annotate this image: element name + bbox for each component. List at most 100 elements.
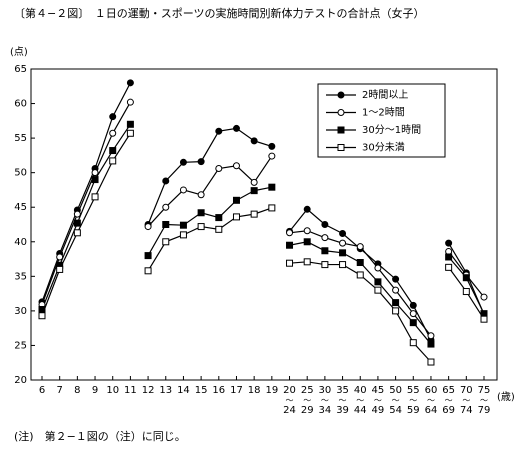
point [337,126,345,134]
y-tick-label: 25 [14,340,27,351]
x-tick-label: 17 [230,385,243,396]
point [162,203,170,211]
point [162,238,170,246]
y-tick-label: 30 [14,306,27,317]
chart-title: 〔第４−２図〕 １日の運動・スポーツの実施時間別新体力テストの合計点（女子） [14,6,425,20]
point [462,274,470,282]
x-tick-label: 60 〜 64 [425,385,438,416]
point [462,288,470,296]
point [144,252,152,260]
point [303,227,311,235]
point [337,144,345,151]
point [337,91,345,99]
point [232,162,240,170]
point [286,229,294,237]
point [427,340,435,348]
y-tick-label: 35 [14,271,27,282]
y-tick-label: 45 [14,202,27,213]
x-tick-label: 35 〜 39 [336,385,349,416]
x-tick-label: 13 [159,385,172,396]
x-tick-label: 75 〜 79 [478,385,491,416]
point [356,271,364,279]
x-tick-label: 50 〜 54 [389,385,402,416]
point [126,120,134,128]
legend-label: 1〜2時間 [362,107,405,119]
point [392,307,400,315]
point [215,127,223,135]
point [409,310,417,318]
point [339,261,347,269]
point [126,129,134,137]
series-line [41,123,485,345]
point [250,137,258,145]
point [339,239,347,247]
point [392,286,400,294]
point [232,196,240,204]
x-tick-label: 20 〜 24 [283,385,296,416]
point [392,275,400,283]
point [179,231,187,239]
point [215,214,223,222]
y-tick-label: 50 [14,168,27,179]
point [303,258,311,266]
x-tick-label: 11 [124,385,137,396]
point [427,332,435,340]
point [179,158,187,166]
point [339,229,347,237]
point [179,186,187,194]
legend-label: 30分〜1時間 [362,124,421,136]
point [109,157,117,165]
y-tick-label: 40 [14,237,27,248]
point [56,265,64,273]
point [356,259,364,267]
point [480,315,488,323]
point [162,177,170,185]
legend: 2時間以上 1〜2時間 30分〜1時間 30分未満 [317,83,446,158]
x-tick-label: 65 〜 69 [442,385,455,416]
point [321,221,329,228]
point [337,109,345,116]
point [339,249,347,257]
point [409,301,417,309]
point [321,234,329,242]
series-line [41,82,485,341]
point [250,187,258,195]
point [392,299,400,307]
point [427,358,435,366]
point [144,267,152,275]
point [356,243,364,251]
point [215,165,223,173]
point [197,158,205,166]
plot-frame [30,68,498,381]
point [480,293,488,301]
point [232,124,240,132]
point [409,319,417,327]
legend-label: 30分未満 [362,142,405,154]
point [126,98,134,106]
point [73,219,81,227]
x-tick-label: 55 〜 59 [407,385,420,416]
point [374,264,382,272]
x-tick-label: 7 [56,385,62,396]
point [268,183,276,191]
point [374,286,382,294]
y-tick-label: 55 [14,133,27,144]
y-axis-label: (点) [10,46,28,58]
point [250,178,258,186]
point [179,221,187,229]
point [445,263,453,271]
point [268,152,276,160]
point [197,209,205,217]
point [409,339,417,347]
point [268,142,276,150]
series-line [41,101,485,337]
x-tick-label: 40 〜 44 [354,385,367,416]
point [38,306,46,314]
x-tick-label: 9 [92,385,98,396]
point [445,253,453,261]
point [197,191,205,199]
point [144,223,152,231]
x-tick-label: 8 [74,385,80,396]
x-tick-label: 45 〜 49 [372,385,385,416]
